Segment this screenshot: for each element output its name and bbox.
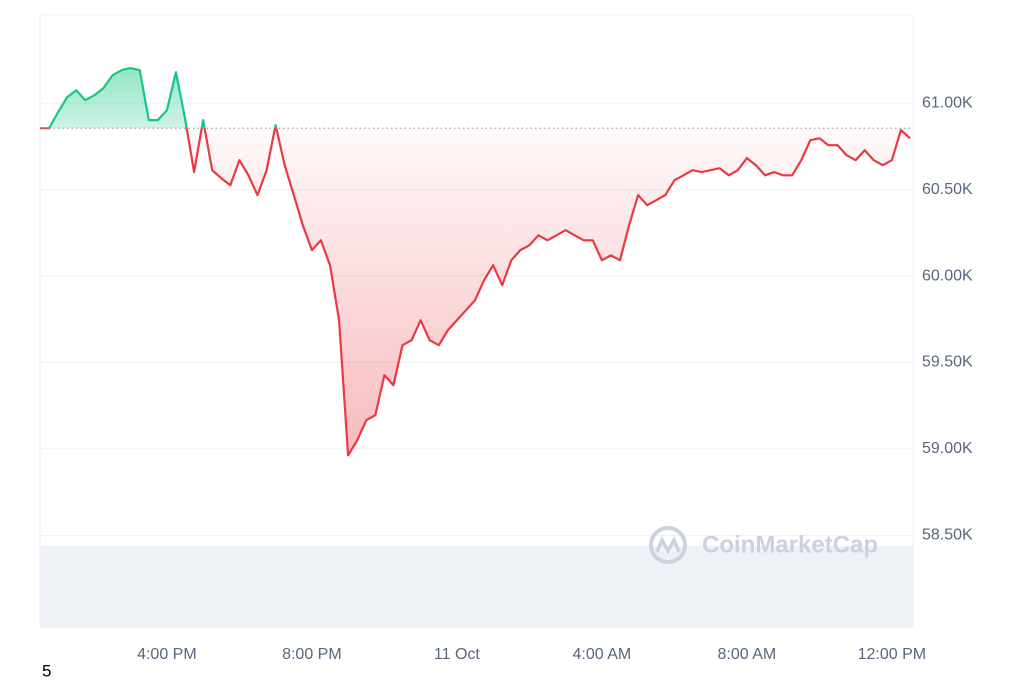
- watermark-logo-mark: [655, 535, 681, 555]
- y-tick-label: 59.00K: [922, 440, 973, 457]
- x-tick-label: 8:00 AM: [718, 646, 777, 663]
- watermark: CoinMarketCap: [649, 526, 878, 564]
- area-up: [40, 68, 910, 129]
- x-tick-label: 12:00 PM: [858, 646, 926, 663]
- watermark-logo: [649, 526, 687, 564]
- y-tick-label: 58.50K: [922, 527, 973, 544]
- y-tick-label: 61.00K: [922, 94, 973, 111]
- price-line-up: [40, 67, 278, 129]
- x-tick-label: 11 Oct: [434, 646, 481, 663]
- volume-area: [40, 546, 913, 627]
- y-tick-label: 59.50K: [922, 354, 973, 371]
- x-tick-label: 8:00 PM: [282, 646, 342, 663]
- price-line-down: [40, 128, 911, 457]
- y-tick-label: 60.50K: [922, 181, 973, 198]
- area-down: [186, 128, 910, 456]
- x-tick-label: 4:00 PM: [137, 646, 197, 663]
- y-tick-label: 60.00K: [922, 267, 973, 284]
- footnote: 5: [42, 661, 51, 680]
- watermark-text: CoinMarketCap: [702, 531, 878, 558]
- x-tick-label: 4:00 AM: [573, 646, 632, 663]
